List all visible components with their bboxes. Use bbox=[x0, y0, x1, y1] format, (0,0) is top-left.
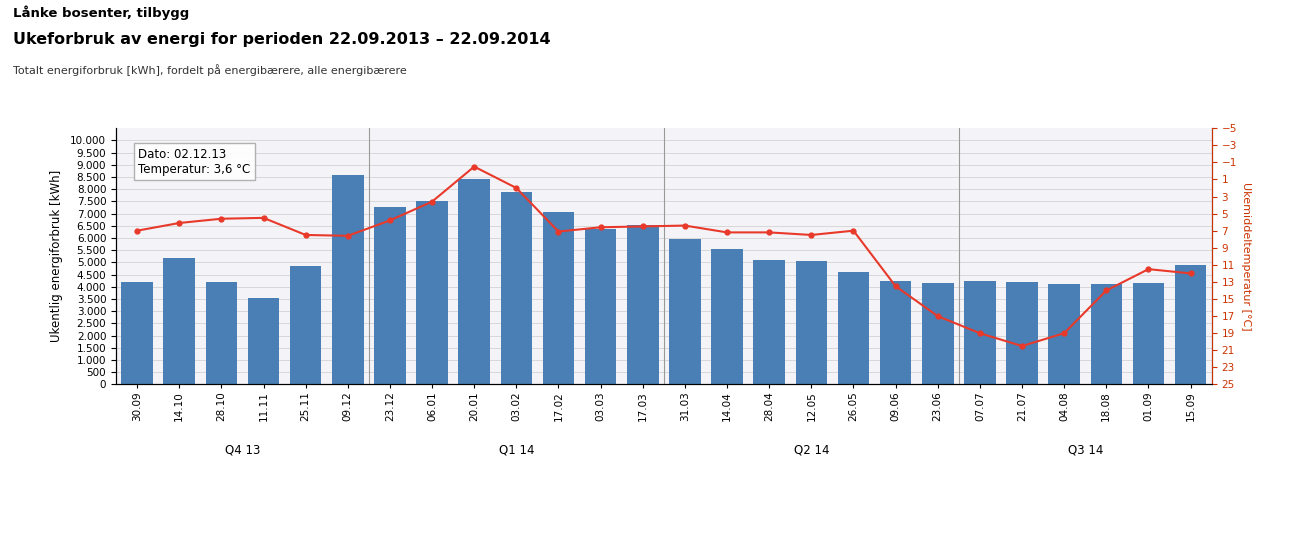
Bar bbox=[1133, 283, 1164, 384]
Text: Q2 14: Q2 14 bbox=[794, 443, 829, 456]
Bar bbox=[1174, 265, 1207, 384]
Bar bbox=[585, 230, 616, 384]
Bar bbox=[374, 208, 406, 384]
Bar bbox=[205, 282, 237, 384]
Bar bbox=[880, 281, 911, 384]
Bar bbox=[290, 266, 321, 384]
Text: Totalt energiforbruk [kWh], fordelt på energibærere, alle energibærere: Totalt energiforbruk [kWh], fordelt på e… bbox=[13, 64, 406, 76]
Text: Lånke bosenter, tilbygg: Lånke bosenter, tilbygg bbox=[13, 5, 189, 20]
Text: Ukeforbruk av energi for perioden 22.09.2013 – 22.09.2014: Ukeforbruk av energi for perioden 22.09.… bbox=[13, 32, 550, 47]
Bar bbox=[669, 239, 701, 384]
Bar bbox=[247, 298, 280, 384]
Bar bbox=[500, 192, 532, 384]
Bar bbox=[964, 281, 995, 384]
Bar bbox=[838, 272, 869, 384]
Bar bbox=[626, 225, 659, 384]
Bar bbox=[922, 283, 954, 384]
Text: Dato: 02.12.13
Temperatur: 3,6 °C: Dato: 02.12.13 Temperatur: 3,6 °C bbox=[138, 148, 250, 176]
Bar bbox=[1007, 282, 1038, 384]
Bar bbox=[416, 201, 447, 384]
Bar bbox=[121, 282, 153, 384]
Y-axis label: Ukemiddeltemperatur [°C]: Ukemiddeltemperatur [°C] bbox=[1240, 182, 1250, 331]
Bar bbox=[712, 249, 742, 384]
Bar bbox=[1048, 285, 1080, 384]
Bar bbox=[795, 261, 828, 384]
Text: Q1 14: Q1 14 bbox=[499, 443, 534, 456]
Bar bbox=[333, 175, 363, 384]
Text: Q4 13: Q4 13 bbox=[224, 443, 260, 456]
Bar bbox=[459, 179, 490, 384]
Bar bbox=[753, 260, 785, 384]
Text: Q3 14: Q3 14 bbox=[1067, 443, 1103, 456]
Bar bbox=[543, 213, 575, 384]
Bar bbox=[164, 257, 195, 384]
Bar bbox=[1090, 285, 1123, 384]
Y-axis label: Ukentlig energiforbruk [kWh]: Ukentlig energiforbruk [kWh] bbox=[50, 170, 63, 342]
